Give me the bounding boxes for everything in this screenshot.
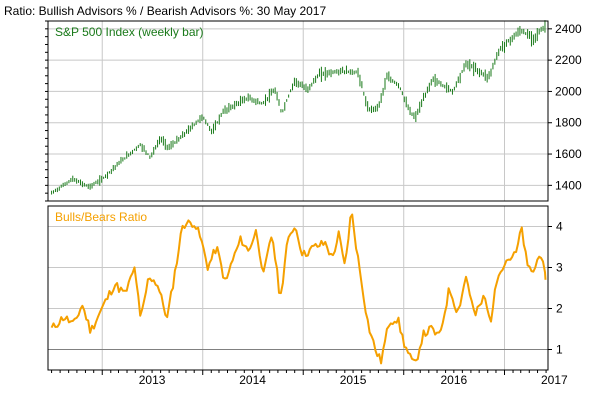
price-bars xyxy=(51,20,546,195)
x-axis: 2013 2014 2015 2016 2017 xyxy=(51,370,568,387)
x-tick-label: 2016 xyxy=(440,373,467,387)
ratio-legend-label: Bulls/Bears Ratio xyxy=(55,210,147,224)
x-tick-label: 2013 xyxy=(139,373,166,387)
ratio-y-tick-label: 1 xyxy=(556,343,563,357)
ratio-y-tick-label: 4 xyxy=(556,220,563,234)
price-panel: 1400 1600 1800 2000 2200 2400 xyxy=(45,20,582,202)
chart-title: Ratio: Bullish Advisors % / Bearish Advi… xyxy=(4,4,326,18)
price-plot-area xyxy=(48,21,548,201)
price-y-tick-label: 1400 xyxy=(555,178,582,192)
price-y-tick-label: 1600 xyxy=(555,147,582,161)
ratio-y-tick-label: 2 xyxy=(556,302,563,316)
price-y-tick-label: 1800 xyxy=(555,116,582,130)
price-y-tick-label: 2400 xyxy=(555,22,582,36)
x-tick-label: 2014 xyxy=(239,373,266,387)
price-legend-label: S&P 500 Index (weekly bar) xyxy=(55,25,204,39)
ratio-frame xyxy=(47,205,549,371)
ratio-panel: 1 2 3 4 2013 2014 2015 2016 2017 xyxy=(47,205,568,387)
x-tick-label: 2015 xyxy=(340,373,367,387)
x-tick-label: 2017 xyxy=(541,373,568,387)
ratio-y-tick-label: 3 xyxy=(556,261,563,275)
ratio-line xyxy=(50,213,547,365)
price-frame xyxy=(47,20,549,202)
price-y-tick-label: 2200 xyxy=(555,53,582,67)
ratio-plot-area xyxy=(48,206,548,370)
price-y-tick-label: 2000 xyxy=(555,84,582,98)
